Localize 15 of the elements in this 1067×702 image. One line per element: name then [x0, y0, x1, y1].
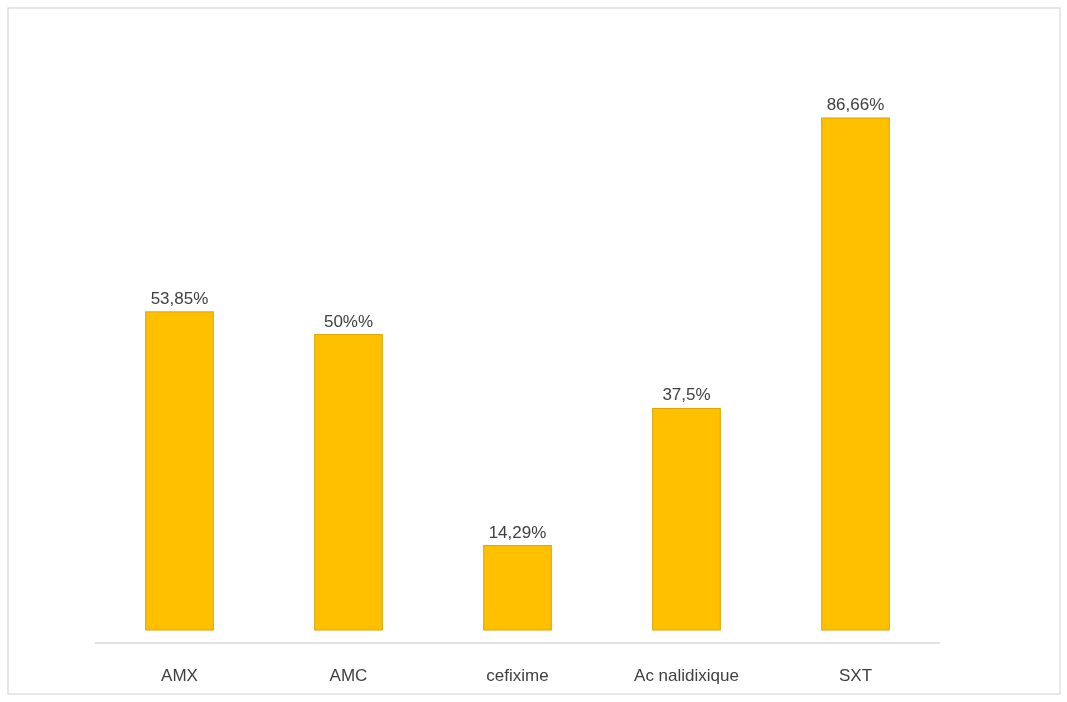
- x-tick-label: SXT: [838, 666, 873, 685]
- data-label: 14,29%: [488, 522, 547, 542]
- bar: [821, 117, 890, 631]
- x-tick-label: AMC: [329, 666, 368, 685]
- x-tick-label: cefixime: [486, 666, 549, 685]
- bar: [145, 311, 214, 631]
- data-label: 86,66%: [826, 95, 885, 114]
- bar: [652, 407, 721, 631]
- data-label: 37,5%: [662, 385, 711, 405]
- x-tick-label: AMX: [161, 666, 198, 685]
- x-tick-label: Ac nalidixique: [634, 666, 739, 685]
- bar: [483, 545, 552, 631]
- data-label: 53,85%: [150, 288, 209, 308]
- data-label: 50%%: [323, 311, 374, 331]
- bar: [314, 334, 383, 631]
